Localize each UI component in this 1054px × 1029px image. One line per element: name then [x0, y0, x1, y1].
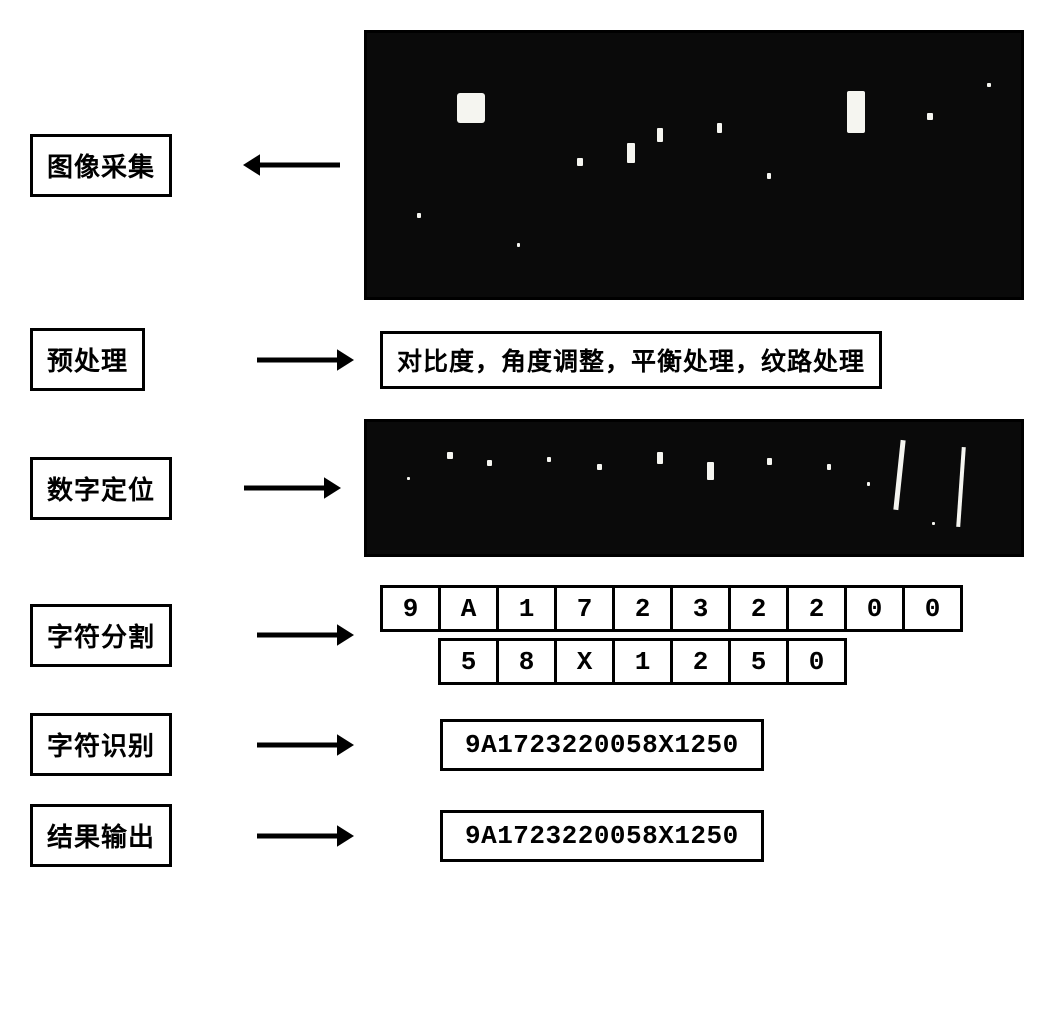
step-result-output: 结果输出 9A1723220058X1250	[30, 804, 1024, 867]
step-char-segment: 字符分割9A1723220058X1250	[30, 585, 1024, 685]
char-cell: 2	[672, 640, 730, 684]
char-row: 9A17232200	[380, 585, 963, 632]
char-cell: 8	[498, 640, 556, 684]
image-capture-label: 图像采集	[30, 134, 172, 197]
char-cell: 2	[788, 587, 846, 631]
arrow-right-icon	[255, 821, 355, 851]
char-cell: 5	[730, 640, 788, 684]
arrow-right-icon	[242, 473, 342, 503]
arrow-right-icon	[255, 345, 355, 375]
char-cell: X	[556, 640, 614, 684]
char-cell: 9	[382, 587, 440, 631]
digit-locate-label: 数字定位	[30, 457, 172, 520]
char-cell: A	[440, 587, 498, 631]
char-cell: 1	[614, 640, 672, 684]
preprocess-text: 对比度，角度调整，平衡处理，纹路处理	[380, 331, 882, 389]
char-cell: 3	[672, 587, 730, 631]
arrow-right-icon	[255, 620, 355, 650]
char-cell: 0	[846, 587, 904, 631]
step-char-recognize: 字符识别 9A1723220058X1250	[30, 713, 1024, 776]
result-output-label: 结果输出	[30, 804, 172, 867]
char-grid: 9A1723220058X1250	[380, 585, 963, 685]
char-cell: 7	[556, 587, 614, 631]
char-cell: 2	[614, 587, 672, 631]
arrow-right-icon	[255, 730, 355, 760]
char-cell: 0	[788, 640, 846, 684]
char-segment-label: 字符分割	[30, 604, 172, 667]
char-row: 58X1250	[438, 638, 847, 685]
step-digit-locate: 数字定位	[30, 419, 1024, 557]
char-cell: 5	[440, 640, 498, 684]
char-cell: 2	[730, 587, 788, 631]
preprocess-label: 预处理	[30, 328, 145, 391]
sample-image	[364, 30, 1024, 300]
pipeline-diagram: 图像采集预处理对比度，角度调整，平衡处理，纹路处理数字定位字符分割9A17232…	[30, 30, 1024, 867]
char-recognize-text: 9A1723220058X1250	[440, 719, 764, 771]
step-image-capture: 图像采集	[30, 30, 1024, 300]
arrow-left-icon	[242, 150, 342, 180]
char-cell: 0	[904, 587, 962, 631]
char-cell: 1	[498, 587, 556, 631]
char-recognize-label: 字符识别	[30, 713, 172, 776]
step-preprocess: 预处理 对比度，角度调整，平衡处理，纹路处理	[30, 328, 1024, 391]
result-output-text: 9A1723220058X1250	[440, 810, 764, 862]
sample-image	[364, 419, 1024, 557]
